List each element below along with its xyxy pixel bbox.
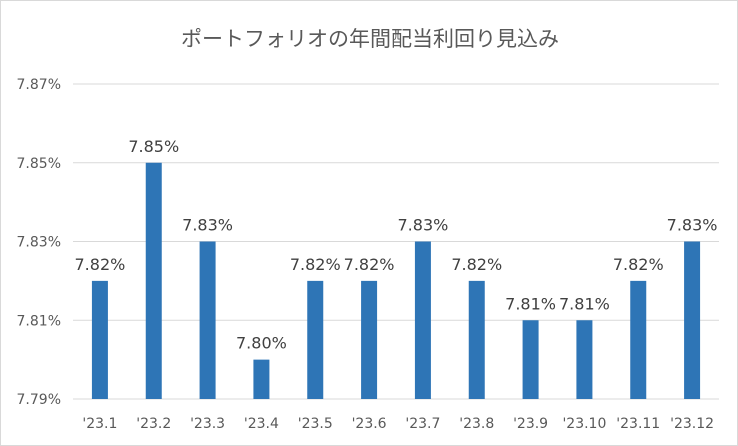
x-tick-label: '23.4 [244, 416, 279, 432]
x-tick-label: '23.10 [562, 416, 606, 432]
bar [522, 320, 539, 399]
data-label: 7.80% [236, 334, 287, 353]
bar [307, 280, 324, 399]
y-tick-label: 7.85% [17, 156, 61, 172]
x-tick-label: '23.2 [136, 416, 171, 432]
x-tick-label: '23.12 [670, 416, 714, 432]
data-label: 7.82% [290, 255, 341, 274]
bar [145, 162, 162, 399]
x-tick-label: '23.6 [352, 416, 387, 432]
data-label: 7.83% [182, 216, 233, 235]
x-tick-label: '23.9 [513, 416, 548, 432]
x-tick-label: '23.8 [459, 416, 494, 432]
bar [91, 280, 108, 399]
bar [630, 280, 647, 399]
bar [468, 280, 485, 399]
y-axis-ticks: 7.79% 7.81% 7.83% 7.85% 7.87% [17, 77, 61, 408]
y-tick-label: 7.87% [17, 77, 61, 93]
data-label: 7.82% [344, 255, 395, 274]
x-tick-label: '23.5 [298, 416, 333, 432]
y-tick-label: 7.79% [17, 392, 61, 408]
data-label: 7.81% [505, 294, 556, 313]
x-tick-label: '23.3 [190, 416, 225, 432]
data-label: 7.83% [398, 216, 449, 235]
bar [361, 280, 378, 399]
bar [576, 320, 593, 399]
x-tick-label: '23.11 [616, 416, 660, 432]
chart-title: ポートフォリオの年間配当利回り見込み [181, 27, 559, 51]
data-label: 7.82% [613, 255, 664, 274]
x-axis-ticks: '23.1 '23.2 '23.3 '23.4 '23.5 '23.6 '23.7 '23.8… [82, 416, 714, 432]
bar [253, 359, 270, 399]
x-tick-label: '23.7 [405, 416, 440, 432]
y-tick-label: 7.81% [17, 313, 61, 329]
gridlines [73, 83, 719, 400]
x-tick-label: '23.1 [82, 416, 117, 432]
data-label: 7.82% [451, 255, 502, 274]
bar [199, 241, 216, 399]
bar [414, 241, 431, 399]
bar [684, 241, 701, 399]
y-tick-label: 7.83% [17, 235, 61, 251]
data-labels: 7.82%7.85%7.83%7.80%7.82% 7.82%7.83%7.82%… [75, 137, 718, 353]
bars [91, 162, 701, 399]
data-label: 7.85% [128, 137, 179, 156]
data-label: 7.83% [667, 216, 718, 235]
data-label: 7.81% [559, 294, 610, 313]
data-label: 7.82% [75, 255, 126, 274]
